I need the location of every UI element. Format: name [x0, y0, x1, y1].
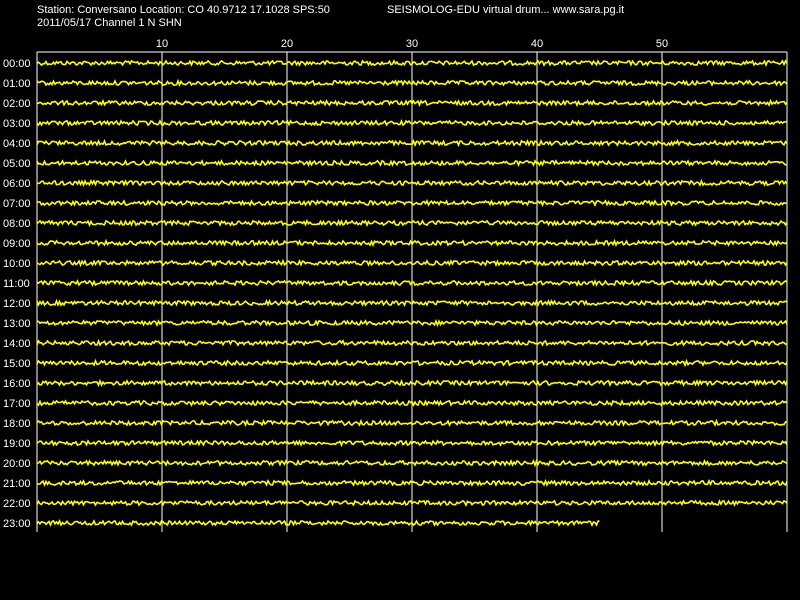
hour-label-01:00: 01:00: [3, 78, 31, 90]
trace-07:00: [36, 199, 788, 208]
hour-label-10:00: 10:00: [3, 258, 31, 270]
hour-label-03:00: 03:00: [3, 118, 31, 130]
hour-label-12:00: 12:00: [3, 298, 31, 310]
hour-label-22:00: 22:00: [3, 498, 31, 510]
trace-01:00: [36, 78, 788, 88]
trace-15:00: [36, 358, 788, 368]
trace-21:00: [37, 478, 788, 487]
trace-11:00: [36, 278, 788, 288]
trace-16:00: [36, 378, 788, 388]
hour-label-05:00: 05:00: [3, 158, 31, 170]
trace-08:00: [36, 219, 788, 228]
hour-label-20:00: 20:00: [3, 458, 31, 470]
hour-label-13:00: 13:00: [3, 318, 31, 330]
hour-label-16:00: 16:00: [3, 378, 31, 390]
minute-label-50: 50: [656, 38, 668, 50]
trace-10:00: [36, 258, 788, 268]
hour-label-06:00: 06:00: [3, 178, 31, 190]
date-channel-info: 2011/05/17 Channel 1 N SHN: [37, 17, 182, 29]
trace-17:00: [36, 399, 788, 407]
trace-23:00: [36, 519, 600, 528]
trace-00:00: [36, 59, 788, 67]
trace-14:00: [36, 338, 788, 347]
minute-label-20: 20: [281, 38, 293, 50]
hour-label-04:00: 04:00: [3, 138, 31, 150]
hour-label-17:00: 17:00: [3, 398, 31, 410]
hour-label-02:00: 02:00: [3, 98, 31, 110]
trace-04:00: [36, 138, 788, 148]
trace-03:00: [36, 119, 788, 127]
station-info: Station: Conversano Location: CO 40.9712…: [37, 4, 330, 16]
hour-label-23:00: 23:00: [3, 518, 31, 530]
minute-label-30: 30: [406, 38, 418, 50]
trace-18:00: [36, 418, 788, 427]
trace-09:00: [36, 238, 788, 248]
minute-label-10: 10: [156, 38, 168, 50]
trace-05:00: [36, 159, 788, 168]
hour-label-08:00: 08:00: [3, 218, 31, 230]
trace-22:00: [36, 499, 788, 508]
trace-13:00: [36, 318, 788, 328]
trace-19:00: [36, 439, 788, 448]
app-title: SEISMOLOG-EDU virtual drum... www.sara.p…: [387, 4, 625, 16]
hour-label-15:00: 15:00: [3, 358, 31, 370]
hour-label-09:00: 09:00: [3, 238, 31, 250]
hour-label-19:00: 19:00: [3, 438, 31, 450]
hour-label-14:00: 14:00: [3, 338, 31, 350]
hour-label-00:00: 00:00: [3, 58, 31, 70]
hour-label-21:00: 21:00: [3, 478, 31, 490]
hour-label-18:00: 18:00: [3, 418, 31, 430]
hour-label-11:00: 11:00: [3, 278, 30, 290]
trace-12:00: [36, 298, 788, 307]
hour-label-07:00: 07:00: [3, 198, 31, 210]
minute-label-40: 40: [531, 38, 543, 50]
trace-20:00: [36, 458, 788, 468]
trace-02:00: [36, 98, 788, 108]
trace-06:00: [36, 178, 788, 188]
